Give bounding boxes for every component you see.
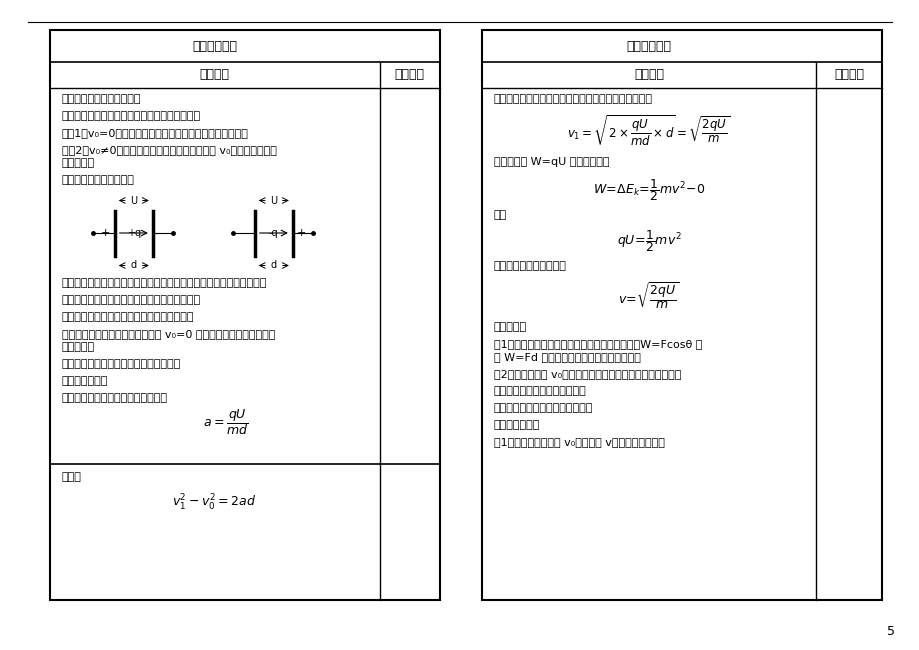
Text: 方法一：先求出带电粒子的加速度：: 方法一：先求出带电粒子的加速度： <box>62 393 168 403</box>
Text: d: d <box>270 261 277 270</box>
Text: 学生汇报探究结果：不可行，直接打在板上。: 学生汇报探究结果：不可行，直接打在板上。 <box>62 312 194 322</box>
Text: 教材处理: 教材处理 <box>199 68 230 81</box>
Text: 可求得当带电粒子从静止开始被加速时获得的速度为：: 可求得当带电粒子从静止开始被加速时获得的速度为： <box>494 94 652 104</box>
Text: 方案1：v₀=0，仅受电场力就会做加速运动，可达到目的。: 方案1：v₀=0，仅受电场力就会做加速运动，可达到目的。 <box>62 128 249 138</box>
Text: 得：: 得： <box>494 210 506 220</box>
Text: 教师点拨拓展：: 教师点拨拓展： <box>494 420 539 430</box>
Text: 师生活动: 师生活动 <box>394 68 425 81</box>
Text: 学生介绍自己的设计方案。: 学生介绍自己的设计方案。 <box>62 94 142 104</box>
Text: 教学过程设计: 教学过程设计 <box>192 40 237 53</box>
Text: 5: 5 <box>886 625 894 638</box>
Text: -: - <box>244 228 247 238</box>
Text: 力 W=Fd 任何电场）讨论各方法的实用性。: 力 W=Fd 任何电场）讨论各方法的实用性。 <box>494 352 641 362</box>
Text: d: d <box>130 261 137 270</box>
Text: （1）结合牛顿第二定律及动能定理中做功条件（W=Fcosθ 恒: （1）结合牛顿第二定律及动能定理中做功条件（W=Fcosθ 恒 <box>494 339 701 349</box>
Text: U: U <box>130 196 137 205</box>
Text: （1）推导：设初速为 v₀，末速为 v，则据动能定理得: （1）推导：设初速为 v₀，末速为 v，则据动能定理得 <box>494 437 664 447</box>
Text: $v_1 = \sqrt{2\times\dfrac{qU}{md}\times d} = \sqrt{\dfrac{2qU}{m}}$: $v_1 = \sqrt{2\times\dfrac{qU}{md}\times… <box>567 114 730 148</box>
Text: 教学过程设计: 教学过程设计 <box>626 40 671 53</box>
Text: 方法二：由 W=qU 及动能定理：: 方法二：由 W=qU 及动能定理： <box>494 157 609 167</box>
Text: 方案2：v₀≠0，仅受电场力，电场力的方向应同 v₀同向才能达到加: 方案2：v₀≠0，仅受电场力，电场力的方向应同 v₀同向才能达到加 <box>62 145 277 155</box>
Text: 学生活动：结合图示动手推导。当 v₀=0 时，带电粒子到达另一板的: 学生活动：结合图示动手推导。当 v₀=0 时，带电粒子到达另一板的 <box>62 329 275 339</box>
Text: 深入探究：: 深入探究： <box>494 322 527 332</box>
Text: （2）若初速度为 v₀（不等于零），推导最终的速度表达式。: （2）若初速度为 v₀（不等于零），推导最终的速度表达式。 <box>494 369 681 379</box>
Text: $qU\!=\!\dfrac{1}{2}mv^2$: $qU\!=\!\dfrac{1}{2}mv^2$ <box>616 228 681 254</box>
Text: （教师抽查学生的结果展示、激励评价）: （教师抽查学生的结果展示、激励评价） <box>62 359 181 369</box>
Text: 学生探究活动：上面示意图中两电荷电性换一下能否达到加速的目的？: 学生探究活动：上面示意图中两电荷电性换一下能否达到加速的目的？ <box>62 278 267 288</box>
Text: 师生互动归纳：（教师要对学生进行激励评价）: 师生互动归纳：（教师要对学生进行激励评价） <box>62 111 201 121</box>
Text: 教师投影：加速示意图。: 教师投影：加速示意图。 <box>62 175 135 185</box>
Text: $v_1^2 - v_0^2 = 2ad$: $v_1^2 - v_0^2 = 2ad$ <box>172 493 255 514</box>
Text: 教材处理: 教材处理 <box>633 68 664 81</box>
Text: +: + <box>101 228 110 238</box>
Text: 教师点拨拓展：: 教师点拨拓展： <box>62 376 108 386</box>
Text: 学生活动：思考讨论，列式推导: 学生活动：思考讨论，列式推导 <box>494 386 586 396</box>
Text: （教师抽查学生探究结果并展示）: （教师抽查学生探究结果并展示） <box>494 403 593 413</box>
Text: +q: +q <box>127 228 141 238</box>
Bar <box>482 30 881 600</box>
Text: 速度大小。: 速度大小。 <box>62 342 95 352</box>
Text: -q: -q <box>268 228 278 238</box>
Text: -: - <box>160 228 164 238</box>
Text: （提示：从实际角度考虑，注意两边是金属板）: （提示：从实际角度考虑，注意两边是金属板） <box>62 295 201 305</box>
Text: +: + <box>297 228 306 238</box>
Text: 速的目的。: 速的目的。 <box>62 158 95 168</box>
Text: 再根据: 再根据 <box>62 473 82 482</box>
Text: $v\!=\!\sqrt{\dfrac{2qU}{m}}$: $v\!=\!\sqrt{\dfrac{2qU}{m}}$ <box>618 281 679 311</box>
Text: $a=\dfrac{qU}{md}$: $a=\dfrac{qU}{md}$ <box>203 407 248 437</box>
Text: 到达另一板时的速度为：: 到达另一板时的速度为： <box>494 261 566 271</box>
Text: $W\!=\!\Delta E_k\!=\!\dfrac{1}{2}mv^2\!-\!0$: $W\!=\!\Delta E_k\!=\!\dfrac{1}{2}mv^2\!… <box>592 177 705 203</box>
Text: U: U <box>270 196 277 205</box>
Text: 师生活动: 师生活动 <box>834 68 863 81</box>
Bar <box>50 30 439 600</box>
